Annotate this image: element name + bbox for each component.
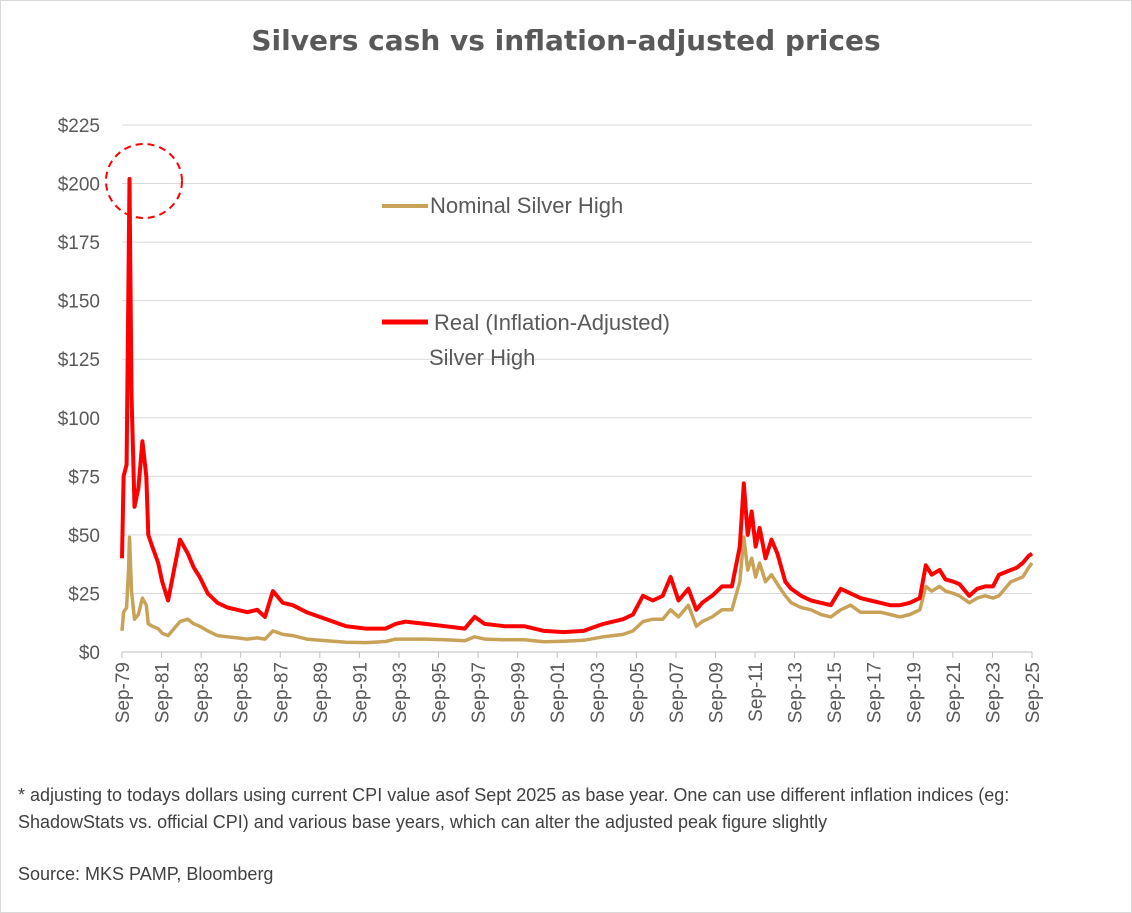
- chart-title: Silvers cash vs inflation-adjusted price…: [251, 24, 880, 57]
- x-tick-label: Sep-19: [904, 662, 925, 723]
- x-tick-label: Sep-11: [746, 662, 767, 722]
- legend-label-real-line2: Silver High: [429, 345, 535, 370]
- x-tick-label: Sep-95: [430, 662, 451, 723]
- y-tick-label: $0: [79, 643, 100, 664]
- y-axis: $0 $25 $50 $75 $100 $125 $150 $175 $200 $225: [58, 116, 100, 664]
- silver-price-chart: Silvers cash vs inflation-adjusted price…: [58, 24, 1044, 723]
- x-tick-label: Sep-09: [706, 662, 727, 723]
- x-tick-label: Sep-15: [825, 662, 846, 723]
- x-tick-label: Sep-81: [153, 662, 174, 723]
- source-note: Source: MKS PAMP, Bloomberg: [18, 864, 274, 884]
- series-line-nominal: [120, 535, 1034, 645]
- x-tick-label: Sep-03: [588, 662, 609, 723]
- y-tick-label: $50: [68, 526, 100, 547]
- x-tick-label: Sep-21: [944, 662, 965, 723]
- y-tick-label: $175: [58, 233, 100, 254]
- y-tick-label: $200: [58, 175, 100, 196]
- x-tick-label: Sep-13: [786, 662, 807, 723]
- legend: Nominal Silver High Real (Inflation-Adju…: [382, 193, 670, 370]
- x-tick-label: Sep-87: [271, 662, 292, 723]
- x-tick-label: Sep-25: [1023, 662, 1044, 723]
- x-tick-label: Sep-05: [627, 662, 648, 723]
- footnote: * adjusting to todays dollars using curr…: [18, 785, 1010, 832]
- x-tick-label: Sep-97: [469, 662, 490, 723]
- x-tick-label: Sep-89: [311, 662, 332, 723]
- y-tick-label: $225: [58, 116, 100, 137]
- legend-label-real-line1: Real (Inflation-Adjusted): [434, 310, 670, 335]
- x-tick-label: Sep-93: [390, 662, 411, 723]
- peak-highlight-circle: [105, 143, 183, 219]
- x-tick-label: Sep-85: [232, 662, 253, 723]
- y-tick-label: $25: [68, 584, 100, 605]
- x-tick-label: Sep-23: [983, 662, 1004, 723]
- series-line-real: [120, 176, 1034, 635]
- y-tick-label: $100: [58, 409, 100, 430]
- y-tick-label: $75: [68, 467, 100, 488]
- x-tick-label: Sep-91: [350, 662, 371, 723]
- x-tick-label: Sep-79: [113, 662, 134, 723]
- y-tick-label: $125: [58, 350, 100, 371]
- x-tick-label: Sep-07: [667, 662, 688, 723]
- x-tick-label: Sep-01: [548, 662, 569, 723]
- series-lines: [120, 176, 1034, 645]
- x-tick-label: Sep-17: [865, 662, 886, 723]
- x-tick-label: Sep-99: [509, 662, 530, 723]
- x-tick-label: Sep-83: [192, 662, 213, 723]
- y-tick-label: $150: [58, 292, 100, 313]
- gridlines: [122, 124, 1032, 653]
- x-axis: Sep-79 Sep-81 Sep-83 Sep-85 Sep-87 Sep-89 Sep-…: [113, 652, 1044, 723]
- legend-label-nominal: Nominal Silver High: [430, 193, 623, 218]
